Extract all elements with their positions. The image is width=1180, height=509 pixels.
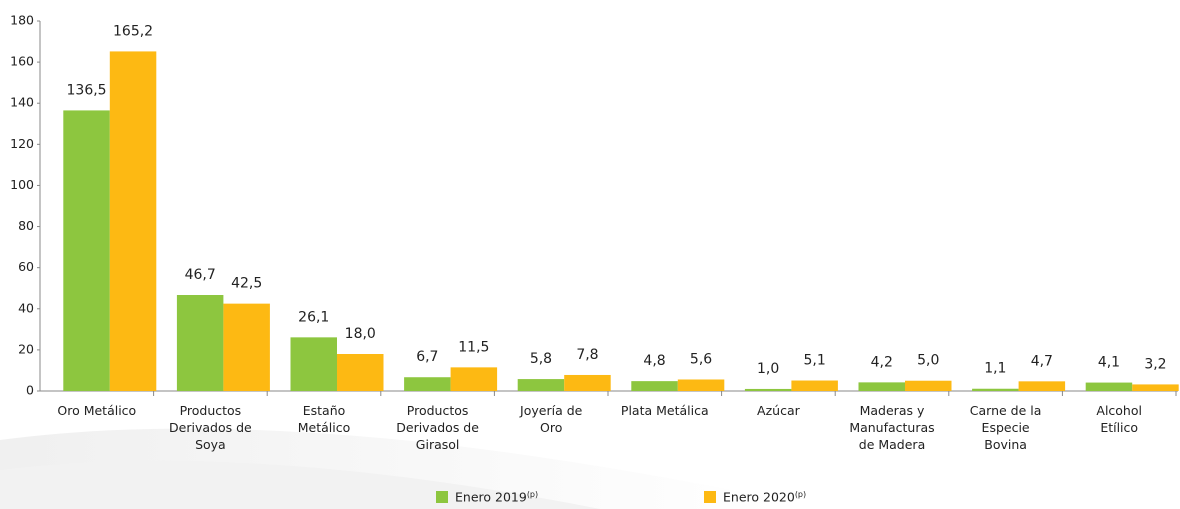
x-tick-label-line: Productos [407, 403, 469, 418]
value-label: 3,2 [1144, 356, 1166, 372]
x-tick-label-line: Bovina [984, 437, 1027, 452]
y-tick-label: 160 [10, 54, 34, 69]
x-tick-label: Estaño Metálico [298, 403, 351, 435]
x-tick-label-line: Azúcar [757, 403, 801, 418]
bar [517, 379, 565, 391]
x-tick-label: Joyería de Oro [519, 403, 583, 435]
value-label: 26,1 [298, 309, 329, 325]
x-tick-label-line: Joyería de [519, 403, 583, 418]
value-label: 7,8 [576, 347, 598, 363]
bar [109, 51, 157, 392]
y-tick-label: 80 [18, 218, 34, 233]
legend-label: Enero 2020(p) [723, 490, 806, 505]
x-tick-label-line: Plata Metálica [621, 403, 709, 418]
legend-swatch [436, 491, 448, 503]
x-tick-label-line: Oro Metálico [57, 403, 136, 418]
bar [791, 380, 838, 391]
x-tick-label: Productos Derivados de Soya [169, 403, 252, 452]
background-swoosh [0, 460, 600, 509]
bar [858, 382, 905, 391]
x-tick-label-line: Alcohol [1096, 403, 1142, 418]
x-tick-label: Productos Derivados de Girasol [396, 403, 479, 452]
bar [63, 110, 110, 392]
y-tick-label: 40 [18, 300, 34, 315]
y-tick-label: 180 [10, 13, 34, 28]
y-tick-label: 60 [18, 259, 34, 274]
value-label: 4,7 [1031, 353, 1053, 369]
bar [677, 379, 725, 391]
bar [905, 380, 952, 391]
y-tick-label: 120 [10, 136, 34, 151]
value-label: 4,2 [871, 354, 893, 370]
bar [404, 377, 451, 391]
value-label: 165,2 [113, 23, 153, 39]
bar [1132, 384, 1179, 391]
value-label: 5,6 [690, 351, 712, 367]
x-tick-label-line: Maderas y [860, 403, 925, 418]
x-tick-label-line: Oro [540, 420, 562, 435]
bar [564, 374, 611, 391]
value-label: 6,7 [416, 349, 438, 365]
x-tick-label-line: Derivados de [396, 420, 479, 435]
x-tick-label: Oro Metálico [57, 403, 136, 418]
x-tick-label-line: Especie [982, 420, 1030, 435]
value-label: 4,8 [643, 353, 665, 369]
x-tick-label-line: Productos [180, 403, 242, 418]
y-tick-label: 20 [18, 341, 34, 356]
bar [223, 303, 270, 391]
legend-note: (p) [795, 490, 806, 499]
value-label: 1,1 [984, 361, 1006, 377]
bar [631, 381, 678, 391]
bar [290, 337, 337, 391]
x-tick-label-line: Metálico [298, 420, 351, 435]
x-tick-label: Carne de la Especie Bovina [970, 403, 1042, 452]
x-tick-label-line: Etílico [1100, 420, 1138, 435]
bar [450, 367, 498, 391]
x-tick-label: Azúcar [757, 403, 801, 418]
x-tick-label-line: de Madera [859, 437, 925, 452]
x-tick-label: Maderas y Manufacturas de Madera [849, 403, 934, 452]
value-label: 1,0 [757, 361, 779, 377]
bar [744, 388, 792, 391]
legend-note: (p) [527, 490, 538, 499]
bar [1018, 381, 1066, 391]
value-label: 5,8 [530, 351, 552, 367]
bar [972, 388, 1019, 391]
x-tick-label-line: Soya [195, 437, 226, 452]
value-label: 11,5 [458, 339, 489, 355]
x-tick-label-line: Manufacturas [849, 420, 934, 435]
x-tick-label-line: Estaño [303, 403, 346, 418]
legend-label: Enero 2019(p) [455, 490, 538, 505]
legend-swatch [704, 491, 716, 503]
value-label: 46,7 [185, 267, 216, 283]
x-tick-label-line: Girasol [416, 437, 460, 452]
x-tick-label-line: Derivados de [169, 420, 252, 435]
y-tick-label: 0 [26, 383, 34, 398]
bar [337, 354, 384, 391]
value-label: 42,5 [231, 276, 262, 292]
value-label: 4,1 [1098, 355, 1120, 371]
y-tick-label: 140 [10, 95, 34, 110]
x-tick-label: Alcohol Etílico [1096, 403, 1142, 435]
value-label: 136,5 [67, 82, 107, 98]
bar [1085, 382, 1133, 391]
bar [176, 295, 224, 391]
x-tick-label-line: Carne de la [970, 403, 1042, 418]
value-label: 18,0 [345, 326, 376, 342]
x-tick-label: Plata Metálica [621, 403, 709, 418]
value-label: 5,1 [804, 353, 826, 369]
y-tick-label: 100 [10, 177, 34, 192]
value-label: 5,0 [917, 353, 939, 369]
